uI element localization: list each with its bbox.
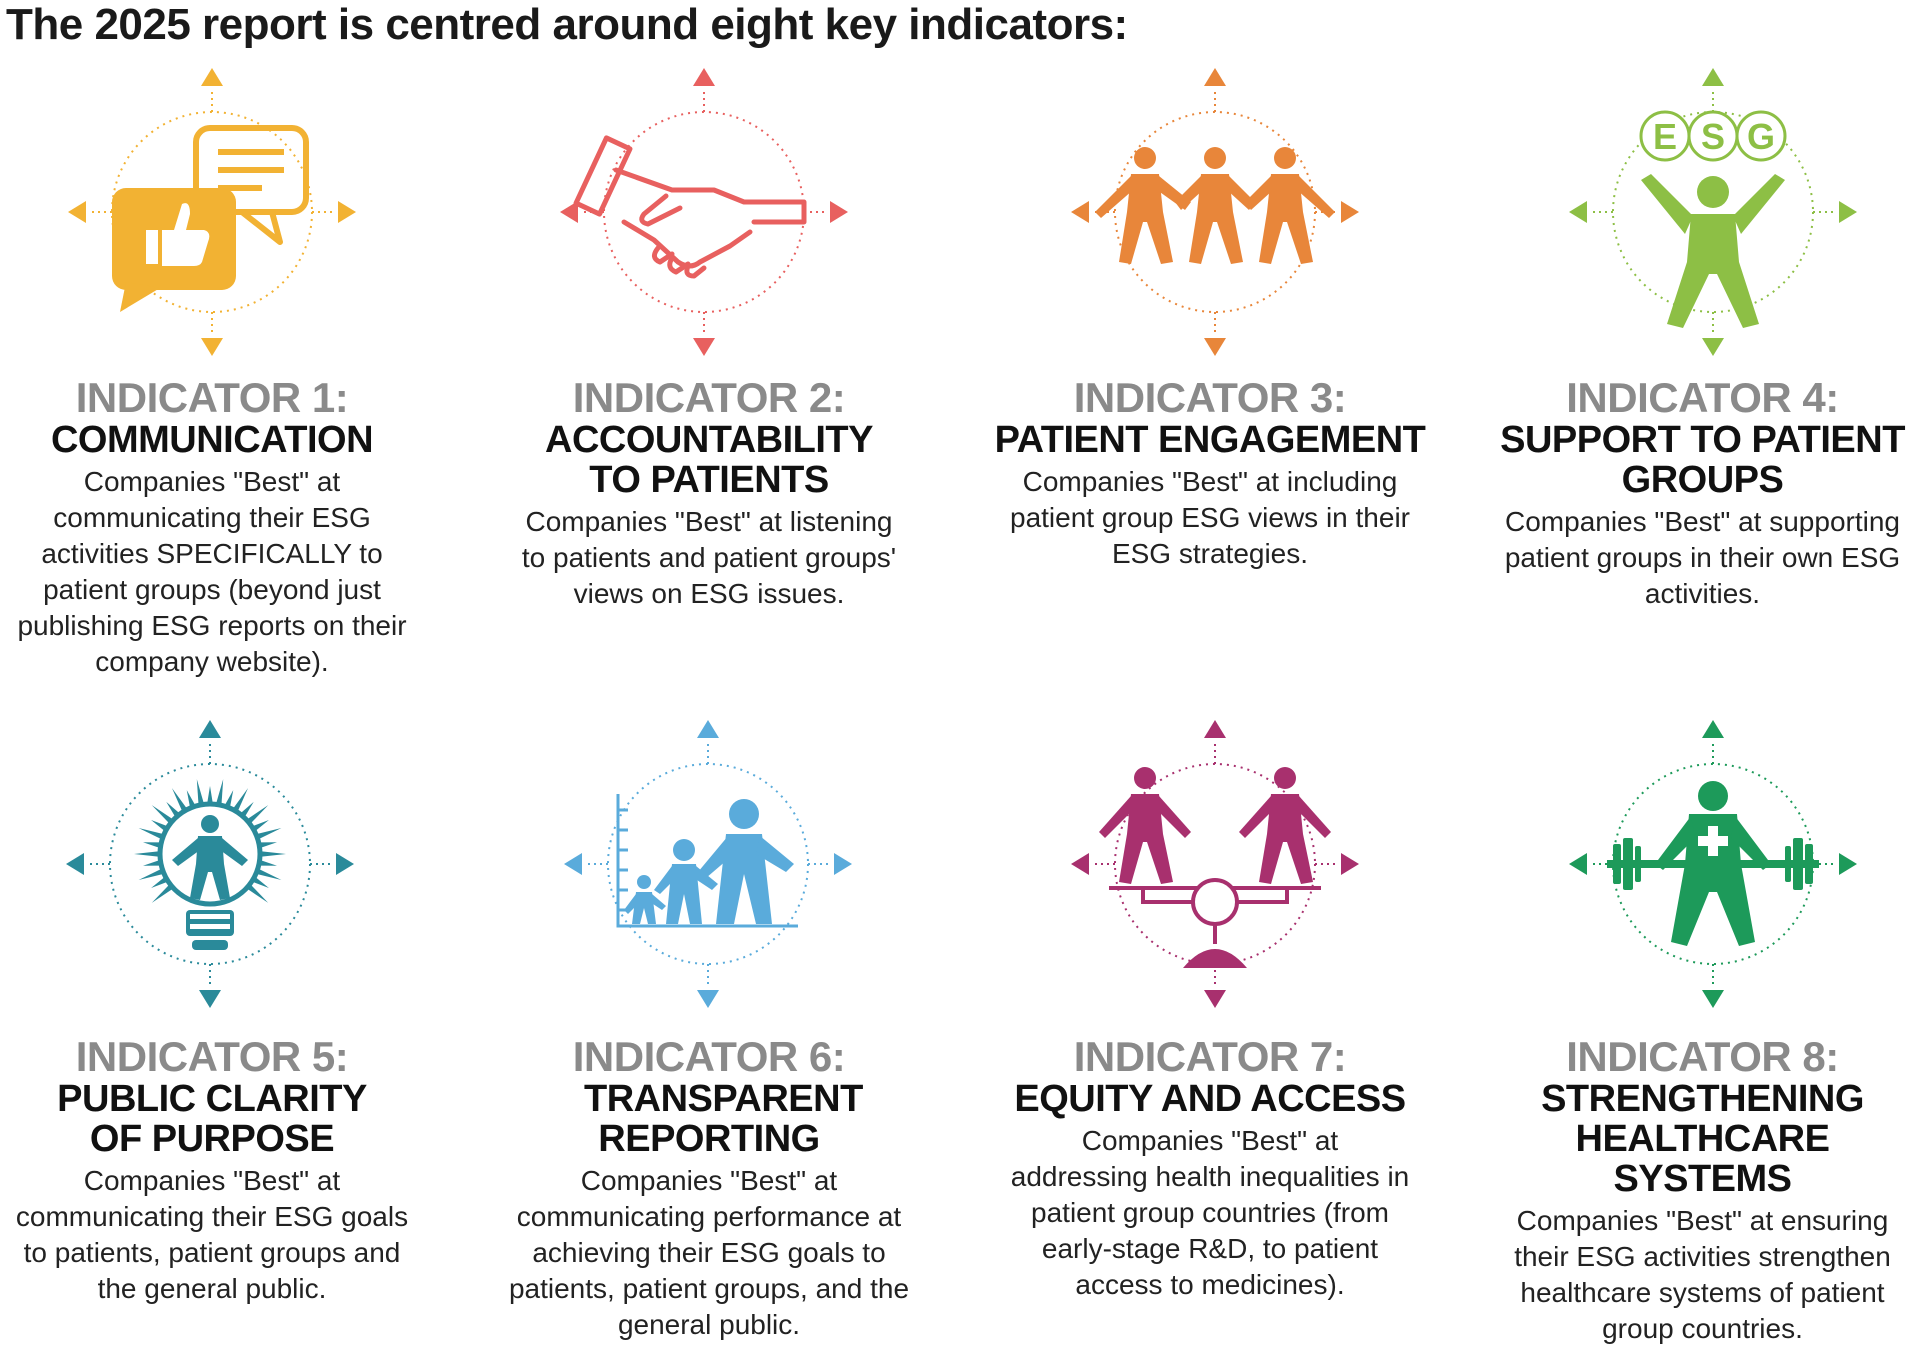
indicator-2-name: ACCOUNTABILITY TO PATIENTS	[545, 419, 873, 501]
person-in-lightbulb-icon	[66, 720, 354, 1008]
indicator-1-icon-frame	[62, 62, 362, 362]
indicator-4-label: INDICATOR 4:	[1566, 374, 1839, 421]
indicator-2-desc: Companies "Best" at listening to patient…	[521, 506, 897, 609]
lightbulb-ray	[172, 788, 187, 811]
indicator-5-text: INDICATOR 5: PUBLIC CLARITY OF PURPOSE C…	[0, 1035, 432, 1307]
esg-letter-e: E	[1653, 116, 1677, 157]
indicator-4-text: INDICATOR 4: SUPPORT TO PATIENT GROUPS C…	[1490, 376, 1915, 612]
speech-bubbles-thumbs-up-icon	[68, 68, 356, 356]
esg-letter-s: S	[1701, 116, 1725, 157]
lightbulb-ray	[207, 786, 213, 803]
lightbulb-ray	[225, 790, 234, 807]
lightbulb-ray	[143, 842, 160, 848]
esg-letter-g: G	[1747, 116, 1775, 157]
indicator-2-icon-frame	[554, 62, 854, 362]
indicator-3-desc: Companies "Best" at including patient gr…	[1010, 466, 1410, 569]
lightbulb-ray	[138, 828, 163, 839]
indicator-5-label: INDICATOR 5:	[75, 1033, 349, 1080]
lightbulb-ray	[138, 869, 163, 880]
indicator-1-name: COMMUNICATION	[50, 419, 374, 461]
indicator-6-name: TRANSPARENT REPORTING	[584, 1078, 863, 1160]
lightbulb-ray	[253, 820, 269, 831]
indicator-3-text: INDICATOR 3: PATIENT ENGAGEMENT Companie…	[990, 376, 1430, 572]
lightbulb-ray	[257, 869, 282, 880]
indicator-5-icon-frame	[60, 714, 360, 1014]
indicator-6-text: INDICATOR 6: TRANSPARENT REPORTING Compa…	[494, 1035, 924, 1343]
balance-scale-people-icon	[1071, 720, 1359, 1008]
indicator-6-desc: Companies "Best" at communicating perfor…	[508, 1165, 910, 1340]
indicator-6-label: INDICATOR 6:	[572, 1033, 846, 1080]
lightbulb-ray	[260, 842, 277, 848]
lightbulb-ray	[248, 805, 269, 823]
indicator-8-name: STRENGTHENING HEALTHCARE SYSTEMS	[1541, 1078, 1864, 1200]
lightbulb-ray	[196, 779, 204, 804]
lightbulb-ray	[134, 851, 159, 857]
people-chain-icon	[1071, 68, 1359, 356]
lightbulb-ray	[186, 790, 195, 807]
indicator-7-label: INDICATOR 7:	[1073, 1033, 1347, 1080]
indicator-7-name: EQUITY AND ACCESS	[1014, 1078, 1406, 1120]
indicator-5-name: PUBLIC CLARITY OF PURPOSE	[57, 1078, 367, 1160]
indicator-8-desc: Companies "Best" at ensuring their ESG a…	[1514, 1205, 1891, 1344]
lightbulb-ray	[233, 788, 248, 811]
lightbulb-ray	[151, 820, 167, 831]
lightbulb-ray	[253, 877, 269, 888]
indicator-8-icon-frame	[1563, 714, 1863, 1014]
indicator-3-label: INDICATOR 3:	[1073, 374, 1347, 421]
indicator-7-desc: Companies "Best" at addressing health in…	[1010, 1125, 1410, 1300]
indicator-1-label: INDICATOR 1:	[75, 374, 349, 421]
person-juggling-esg-icon: E S G	[1569, 68, 1857, 356]
weightlifter-medical-cross-icon	[1569, 720, 1857, 1008]
indicator-6-icon-frame	[558, 714, 858, 1014]
indicator-2-label: INDICATOR 2:	[572, 374, 846, 421]
indicator-1-text: INDICATOR 1: COMMUNICATION Companies "Be…	[0, 376, 432, 680]
indicator-8-label: INDICATOR 8:	[1566, 1033, 1839, 1080]
lightbulb-ray	[143, 860, 160, 866]
indicator-4-desc: Companies "Best" at supporting patient g…	[1504, 506, 1901, 609]
indicator-3-icon-frame	[1065, 62, 1365, 362]
indicator-8-text: INDICATOR 8: STRENGTHENING HEALTHCARE SY…	[1490, 1035, 1915, 1347]
page-title: The 2025 report is centred around eight …	[6, 0, 1128, 49]
lightbulb-ray	[151, 885, 172, 903]
handshake-icon	[560, 68, 848, 356]
lightbulb-ray	[248, 885, 269, 903]
growing-people-chart-icon	[564, 720, 852, 1008]
indicator-7-text: INDICATOR 7: EQUITY AND ACCESS Companies…	[990, 1035, 1430, 1303]
lightbulb-ray	[261, 851, 286, 857]
indicator-3-name: PATIENT ENGAGEMENT	[994, 419, 1426, 461]
lightbulb-ray	[260, 860, 277, 866]
indicator-1-desc: Companies "Best" at communicating their …	[17, 466, 407, 677]
indicator-2-text: INDICATOR 2: ACCOUNTABILITY TO PATIENTS …	[494, 376, 924, 612]
lightbulb-ray	[151, 805, 172, 823]
indicator-4-icon-frame: E S G	[1563, 62, 1863, 362]
lightbulb-ray	[166, 801, 179, 816]
lightbulb-ray	[241, 801, 254, 816]
lightbulb-ray	[216, 779, 224, 804]
indicator-4-name: SUPPORT TO PATIENT GROUPS	[1500, 419, 1905, 501]
lightbulb-ray	[257, 828, 282, 839]
indicator-7-icon-frame	[1065, 714, 1365, 1014]
indicator-5-desc: Companies "Best" at communicating their …	[15, 1165, 409, 1304]
lightbulb-ray	[151, 877, 167, 888]
